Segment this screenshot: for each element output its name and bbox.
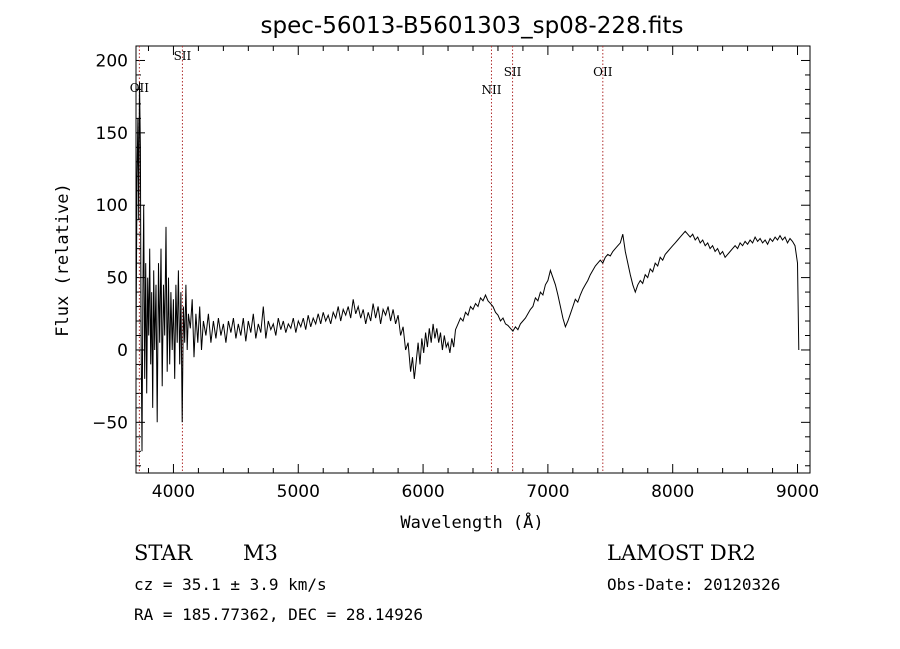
line-marker-label: SII — [504, 65, 522, 79]
y-tick-label: −50 — [92, 413, 128, 433]
object-subclass: M3 — [243, 541, 278, 565]
line-marker-label: SII — [174, 49, 192, 63]
survey-name: LAMOST DR2 — [607, 541, 756, 565]
x-axis: 4000 5000 6000 7000 8000 9000 — [147, 46, 819, 502]
y-axis: −50 0 50 100 150 200 — [92, 51, 810, 467]
x-tick-label: 8000 — [651, 482, 694, 502]
y-tick-label: 50 — [106, 269, 128, 289]
coordinates: RA = 185.77362, DEC = 28.14926 — [134, 605, 423, 624]
x-tick-label: 9000 — [776, 482, 819, 502]
x-tick-label: 5000 — [277, 482, 320, 502]
x-tick-label: 4000 — [152, 482, 195, 502]
plot-frame — [135, 45, 811, 474]
y-tick-label: 100 — [96, 196, 128, 216]
y-tick-label: 150 — [96, 124, 128, 144]
line-marker-label: NII — [481, 83, 501, 97]
y-tick-label: 0 — [117, 341, 128, 361]
line-marker-label: OII — [593, 65, 613, 79]
spectrum-series-line — [135, 82, 800, 452]
chart-title: spec-56013-B5601303_sp08-228.fits — [261, 13, 684, 39]
object-class: STAR — [134, 541, 193, 565]
y-tick-label: 200 — [96, 51, 128, 71]
redshift-cz: cz = 35.1 ± 3.9 km/s — [134, 575, 327, 594]
x-tick-label: 7000 — [526, 482, 569, 502]
y-axis-label: Flux (relative) — [53, 183, 73, 337]
x-tick-label: 6000 — [401, 482, 444, 502]
x-axis-label: Wavelength (Å) — [400, 511, 543, 533]
observation-date: Obs-Date: 20120326 — [607, 575, 780, 594]
